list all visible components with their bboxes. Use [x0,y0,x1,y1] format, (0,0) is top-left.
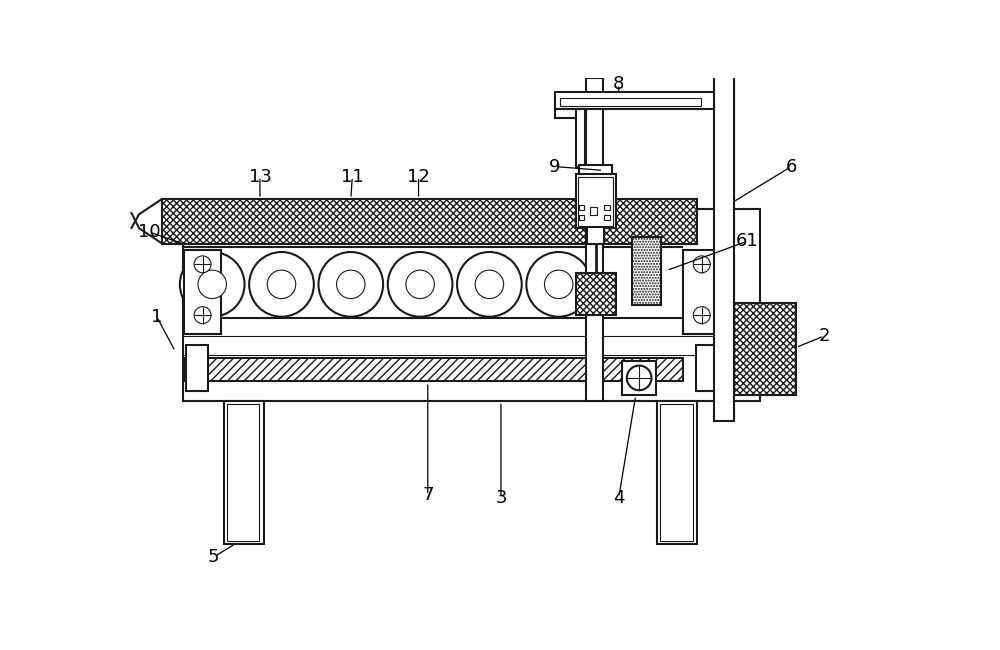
Text: 10: 10 [138,223,160,241]
Bar [183,209,760,402]
Bar [657,402,697,544]
Bar [579,205,584,211]
Bar [632,237,661,305]
Bar [227,404,259,541]
Text: 1: 1 [151,307,162,326]
Bar [604,205,610,211]
Bar [186,345,208,391]
Circle shape [198,270,226,298]
Circle shape [337,270,365,298]
Bar [162,199,697,244]
Circle shape [388,252,452,317]
Text: 11: 11 [341,168,364,185]
Text: 61: 61 [736,232,759,250]
Bar [660,404,693,541]
Circle shape [526,252,591,317]
Text: 3: 3 [495,489,507,506]
Circle shape [194,307,211,324]
Bar [576,273,616,315]
Text: 12: 12 [407,168,430,185]
Circle shape [693,307,710,324]
Circle shape [544,270,573,298]
Text: 6: 6 [786,157,797,176]
Text: 9: 9 [549,157,561,176]
Bar [586,78,603,402]
Bar [734,303,796,395]
Circle shape [457,252,522,317]
Bar [696,345,717,391]
Bar [560,98,701,106]
Text: 5: 5 [208,548,219,566]
Circle shape [194,256,211,273]
Circle shape [693,256,710,273]
Bar [604,215,610,220]
Text: 7: 7 [422,486,434,504]
Circle shape [249,252,314,317]
Circle shape [267,270,296,298]
Bar [579,215,584,220]
Bar [576,174,616,228]
Bar [683,250,720,333]
Circle shape [627,365,651,390]
Text: 4: 4 [613,489,625,506]
Circle shape [180,252,245,317]
Bar [555,109,586,118]
Bar [590,207,597,215]
Text: 8: 8 [613,75,624,93]
Circle shape [406,270,434,298]
Bar [622,361,656,395]
Circle shape [318,252,383,317]
Bar [184,358,683,382]
Bar [578,177,613,226]
Text: 2: 2 [819,327,830,345]
Bar [184,250,221,333]
Text: 13: 13 [249,168,271,185]
Circle shape [475,270,504,298]
Bar [587,227,604,244]
Bar [714,74,734,421]
Bar [224,402,264,544]
Bar [555,92,714,109]
Bar [579,165,612,177]
Bar [576,109,585,166]
